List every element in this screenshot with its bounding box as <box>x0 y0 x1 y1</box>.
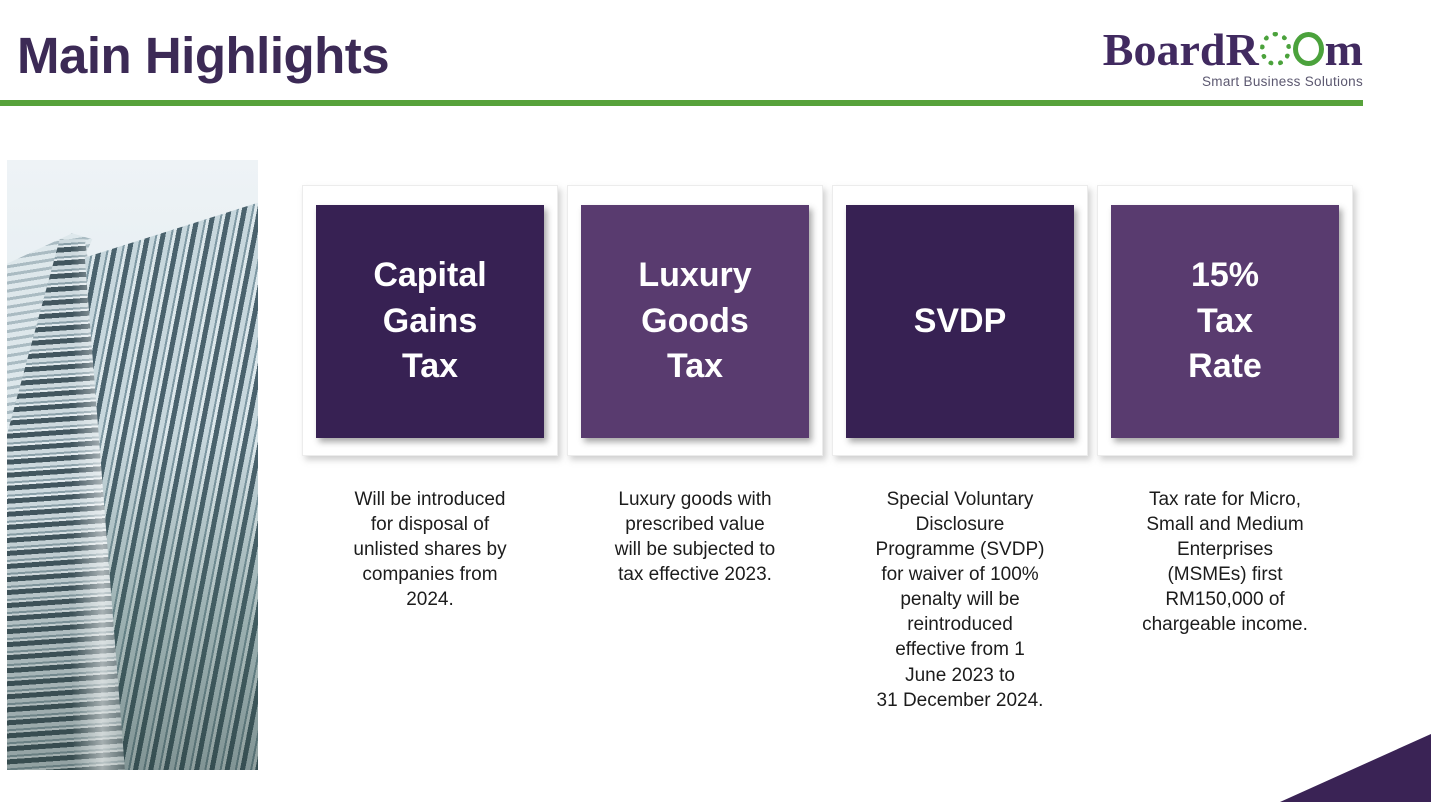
highlight-tile-title: Luxury Goods Tax <box>581 205 809 438</box>
skyscraper-photo <box>7 160 258 770</box>
highlight-column-capital-gains-tax: Capital Gains Tax Will be introduced for… <box>302 185 558 612</box>
highlight-column-luxury-goods-tax: Luxury Goods Tax Luxury goods with presc… <box>567 185 823 587</box>
highlight-description: Luxury goods with prescribed value will … <box>614 489 776 586</box>
accent-divider <box>0 100 1363 106</box>
corner-triangle-decor <box>1280 734 1431 802</box>
page-title: Main Highlights <box>17 27 390 84</box>
highlight-tile-title: Capital Gains Tax <box>316 205 544 438</box>
boardroom-logo: BoardR m Smart Business Solutions <box>1102 24 1363 90</box>
highlight-column-15-percent-tax-rate: 15% Tax Rate Tax rate for Micro, Small a… <box>1097 185 1353 637</box>
highlight-column-svdp: SVDP Special Voluntary Disclosure Progra… <box>832 185 1088 713</box>
highlight-description: Tax rate for Micro, Small and Medium Ent… <box>1142 489 1308 636</box>
highlight-card: Luxury Goods Tax <box>567 185 823 456</box>
logo-text-suffix: m <box>1324 24 1363 75</box>
logo-o-icon <box>1292 32 1324 66</box>
highlight-tile-title: SVDP <box>846 205 1074 438</box>
highlight-card: 15% Tax Rate <box>1097 185 1353 456</box>
highlight-card: Capital Gains Tax <box>302 185 558 456</box>
logo-text-prefix: BoardR <box>1102 24 1259 75</box>
highlight-tile-title: 15% Tax Rate <box>1111 205 1339 438</box>
highlight-description: Special Voluntary Disclosure Programme (… <box>875 489 1045 711</box>
logo-o-dotted-icon <box>1259 32 1291 66</box>
logo-tagline: Smart Business Solutions <box>1201 74 1363 90</box>
logo-wordmark: BoardR m <box>1102 24 1363 75</box>
highlight-description: Will be introduced for disposal of unlis… <box>353 489 507 611</box>
highlight-card: SVDP <box>832 185 1088 456</box>
